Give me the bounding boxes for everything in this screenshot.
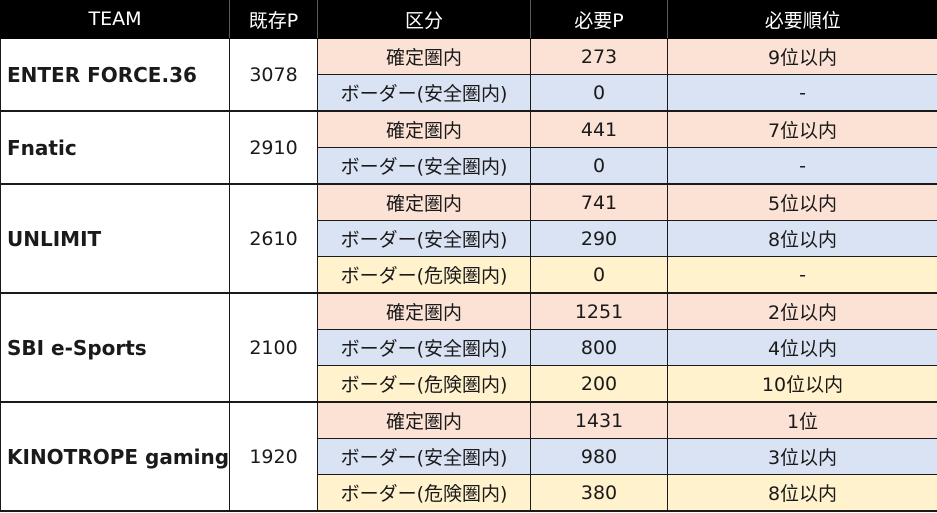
required-points-cell: 380 [530, 474, 668, 512]
required-rank-cell: 4位以内 [667, 329, 937, 366]
required-rank-cell: 8位以内 [667, 220, 937, 257]
required-rank-cell: 2位以内 [667, 292, 937, 330]
header-row: TEAM 既存P 区分 必要P 必要順位 [0, 0, 937, 39]
required-rank-cell: - [667, 74, 937, 112]
required-rank-cell: 9位以内 [667, 38, 937, 75]
table-row: SBI e-Sports 2100 確定圏内 1251 2位以内 [0, 292, 937, 403]
header-existing-points: 既存P [229, 0, 318, 39]
team-name-cell: KINOTROPE gaming [0, 401, 230, 512]
existing-points-cell: 2910 [229, 110, 318, 185]
category-cell: ボーダー(安全圏内) [317, 74, 531, 112]
category-cell: ボーダー(安全圏内) [317, 329, 531, 366]
required-points-cell: 0 [530, 74, 668, 112]
category-cell: 確定圏内 [317, 183, 531, 221]
table-row: ボーダー(安全圏内) 0- [1, 74, 937, 112]
category-cell: 確定圏内 [317, 292, 531, 330]
table-row: ボーダー(危険圏内) 200 10位以内 [1, 365, 937, 403]
team-name-cell: SBI e-Sports [0, 292, 230, 403]
required-points-cell: 1431 [530, 401, 668, 439]
table-row: ボーダー(安全圏内) 800 4位以内 [1, 329, 937, 366]
category-cell: ボーダー(安全圏内) [317, 438, 531, 475]
table-row: UNLIMIT 2610 確定圏内 741 5位以内 [0, 183, 937, 294]
category-cell: ボーダー(危険圏内) [317, 365, 531, 403]
table-row: ENTER FORCE.36 3078 確定圏内 273 9位以内 [0, 38, 937, 112]
category-cell: 確定圏内 [317, 38, 531, 75]
team-name-cell: Fnatic [0, 110, 230, 185]
required-rank-cell: 7位以内 [667, 110, 937, 148]
required-rank-cell: 8位以内 [667, 474, 937, 512]
table-row: ボーダー(安全圏内) 0- [1, 147, 937, 185]
table-row: KINOTROPE gaming 1920 確定圏内 1431 1位 [0, 401, 937, 512]
table-row: ボーダー(安全圏内) 980 3位以内 [1, 438, 937, 475]
required-rank-cell: 3位以内 [667, 438, 937, 475]
required-rank-cell: 10位以内 [667, 365, 937, 403]
table-row: ボーダー(危険圏内) 0- [1, 256, 937, 294]
required-points-cell: 273 [530, 38, 668, 75]
existing-points-cell: 2100 [229, 292, 318, 403]
required-points-cell: 800 [530, 329, 668, 366]
existing-points-cell: 1920 [229, 401, 318, 512]
required-points-cell: 980 [530, 438, 668, 475]
team-name-cell: ENTER FORCE.36 [0, 38, 230, 112]
required-rank-cell: 5位以内 [667, 183, 937, 221]
table-row: Fnatic 2910 確定圏内 441 7位以内 [0, 110, 937, 185]
table-body: ENTER FORCE.36 3078 確定圏内 273 9位以内 ボーダー(安全圏内) 0… [0, 38, 937, 512]
existing-points-cell: 2610 [229, 183, 318, 294]
required-points-cell: 1251 [530, 292, 668, 330]
table-row: ボーダー(危険圏内) 380 8位以内 [1, 474, 937, 512]
required-rank-cell: - [667, 256, 937, 294]
table-row: ボーダー(安全圏内) 290 8位以内 [1, 220, 937, 257]
category-cell: ボーダー(安全圏内) [317, 220, 531, 257]
required-rank-cell: - [667, 147, 937, 185]
required-points-cell: 441 [530, 110, 668, 148]
header-team: TEAM [0, 0, 230, 39]
required-points-cell: 741 [530, 183, 668, 221]
category-cell: 確定圏内 [317, 110, 531, 148]
header-category: 区分 [317, 0, 531, 39]
category-cell: ボーダー(危険圏内) [317, 256, 531, 294]
header-required-points: 必要P [530, 0, 668, 39]
team-name-cell: UNLIMIT [0, 183, 230, 294]
header-required-rank: 必要順位 [667, 0, 937, 39]
required-points-cell: 0 [530, 147, 668, 185]
existing-points-cell: 3078 [229, 38, 318, 112]
category-cell: ボーダー(危険圏内) [317, 474, 531, 512]
required-points-cell: 200 [530, 365, 668, 403]
required-points-cell: 290 [530, 220, 668, 257]
required-rank-cell: 1位 [667, 401, 937, 439]
category-cell: 確定圏内 [317, 401, 531, 439]
category-cell: ボーダー(安全圏内) [317, 147, 531, 185]
required-points-cell: 0 [530, 256, 668, 294]
